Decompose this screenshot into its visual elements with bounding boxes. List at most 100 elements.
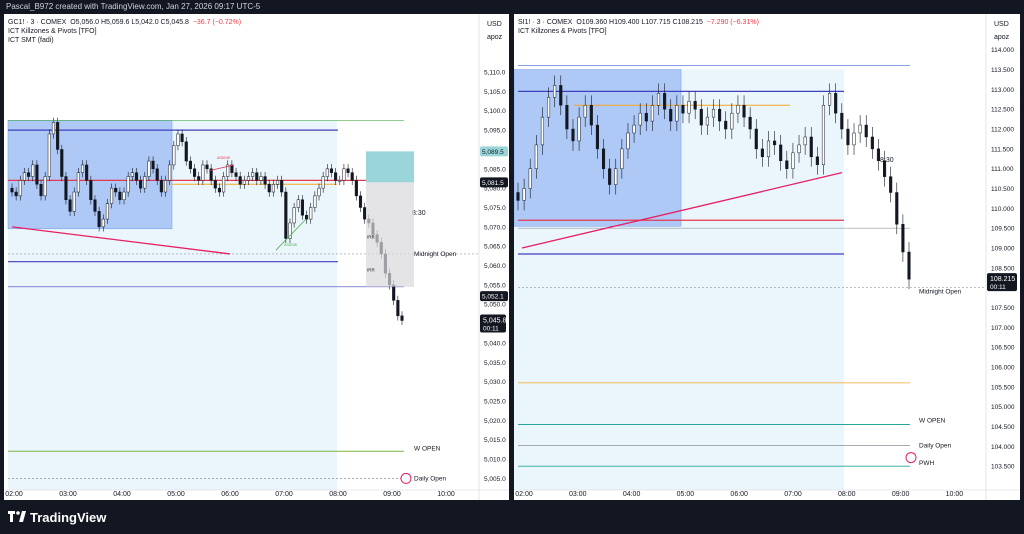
left-candle [72,191,76,212]
right-y-tick-10: 109.500 [991,226,1015,233]
right-candle [803,136,807,146]
left-candle [358,195,363,208]
left-y-tick-10: 5,060.0 [484,263,506,270]
right-candle [797,144,801,154]
left-candle [209,168,213,181]
left-y-tick-9: 5,065.0 [484,244,506,251]
left-candle [51,122,56,135]
right-candle [638,112,642,126]
left-price-tag-text-p2: 5,081.5 [482,180,504,187]
left-y-tick-12: 5,050.0 [484,302,506,309]
right-chart-canvas[interactable]: USD apoz 114.000 113.500 113.000 112.500 112.0… [514,14,1020,500]
right-y-tick-12: 108.500 [991,265,1015,272]
right-y-tick-13: 107.500 [991,305,1015,312]
right-y-tick-3: 113.000 [991,87,1014,94]
left-current-price-text: 5,045.8 [483,317,506,324]
left-candle [176,133,180,146]
left-symbol[interactable]: GC1! · 3 · COMEX [8,19,67,26]
right-candle [705,116,709,126]
left-candle [10,187,14,193]
left-candle [313,195,317,208]
left-current-price-tag [480,314,506,333]
left-chart-pane[interactable]: USDapoz5,110.05,105.05,100.05,095.05,090… [4,14,509,500]
right-y-tick-11: 109.000 [991,246,1015,253]
left-price-tag-p1 [480,146,508,157]
left-candle [130,172,134,177]
left-axis-apoz: apoz [487,34,503,41]
left-candle [242,180,246,185]
right-candle [742,104,746,118]
left-fvg-box-teal [366,151,414,183]
left-candle [342,168,346,181]
right-candle [528,168,532,189]
right-symbol[interactable]: SI1! · 3 · COMEX [518,19,573,26]
left-smt-line-2 [275,218,307,251]
right-candle [553,85,557,98]
left-candle [43,176,47,197]
snapshot-caption: Pascal_B972 created with TradingView.com… [6,2,261,11]
left-axis-currency: USD [487,21,502,28]
left-y-tick-19: 5,010.0 [484,457,506,464]
left-candle [354,180,358,197]
left-candle [288,222,292,239]
right-candle [815,156,819,165]
right-candle [864,124,868,138]
left-candle [284,191,288,239]
left-x-tick-3: 05:00 [167,491,185,498]
right-pink-trendline[interactable] [521,172,843,249]
left-candle [392,284,396,301]
left-candle [56,122,60,150]
left-price-axis-bg [479,14,509,500]
left-lightning-icon[interactable] [400,472,412,484]
left-candle [255,172,259,181]
left-y-tick-15: 5,030.0 [484,379,506,386]
right-indicator-killzones[interactable]: ICT Killzones & Pivots [TFO] [518,28,607,35]
left-candle [317,187,321,197]
left-candle [230,164,234,173]
left-candle [188,160,192,170]
right-candle [736,104,740,114]
left-candle [329,168,334,173]
right-candle [693,101,697,110]
left-candle [222,176,226,193]
right-candle [687,101,691,114]
left-chart-canvas[interactable]: USDapoz5,110.05,105.05,100.05,095.05,090… [4,14,509,500]
right-candle [852,132,856,146]
right-candle [773,140,777,146]
left-y-tick-7: 5,075.0 [484,205,506,212]
left-pink-trendline[interactable] [11,226,231,255]
left-y-tick-11: 5,055.0 [484,282,506,289]
right-lightning-icon[interactable] [905,452,917,464]
left-smt-label-2: ASDDW [284,243,298,247]
right-y-tick-21: 103.500 [991,464,1015,471]
right-candle [785,160,789,169]
right-candle [754,128,758,150]
right-x-tick-6: 08:00 [838,491,856,498]
left-indicator-smt[interactable]: ICT SMT (fadi) [8,37,54,44]
left-candle [296,199,300,208]
right-current-price-text: 108.215 [990,276,1015,283]
left-current-time-text: 00:11 [483,325,499,332]
left-price-tag-text-p1: 5,089.5 [482,149,504,156]
left-candle [14,191,18,197]
right-y-tick-4: 112.500 [991,107,1014,114]
right-chart-pane[interactable]: USD apoz 114.000 113.500 113.000 112.500 112.0… [514,14,1020,500]
right-candle [626,132,630,150]
left-candle [325,168,329,177]
left-candle [338,180,342,182]
right-830-label: 8:30 [880,157,894,164]
tradingview-logo[interactable]: TradingView [8,510,106,525]
right-candle [559,85,563,106]
left-indicator-killzones[interactable]: ICT Killzones & Pivots [TFO] [8,28,97,35]
left-candle [68,199,72,212]
left-candle [180,133,184,142]
left-x-tick-5: 07:00 [275,491,293,498]
pane-divider[interactable] [509,14,514,500]
left-candle [60,149,64,177]
left-y-tick-14: 5,035.0 [484,360,506,367]
left-candle [22,172,26,181]
left-candle [147,160,151,177]
left-price-tag-text-p3: 5,052.1 [482,294,504,301]
left-x-tick-4: 06:00 [221,491,239,498]
right-axis-currency: USD [994,21,1009,28]
